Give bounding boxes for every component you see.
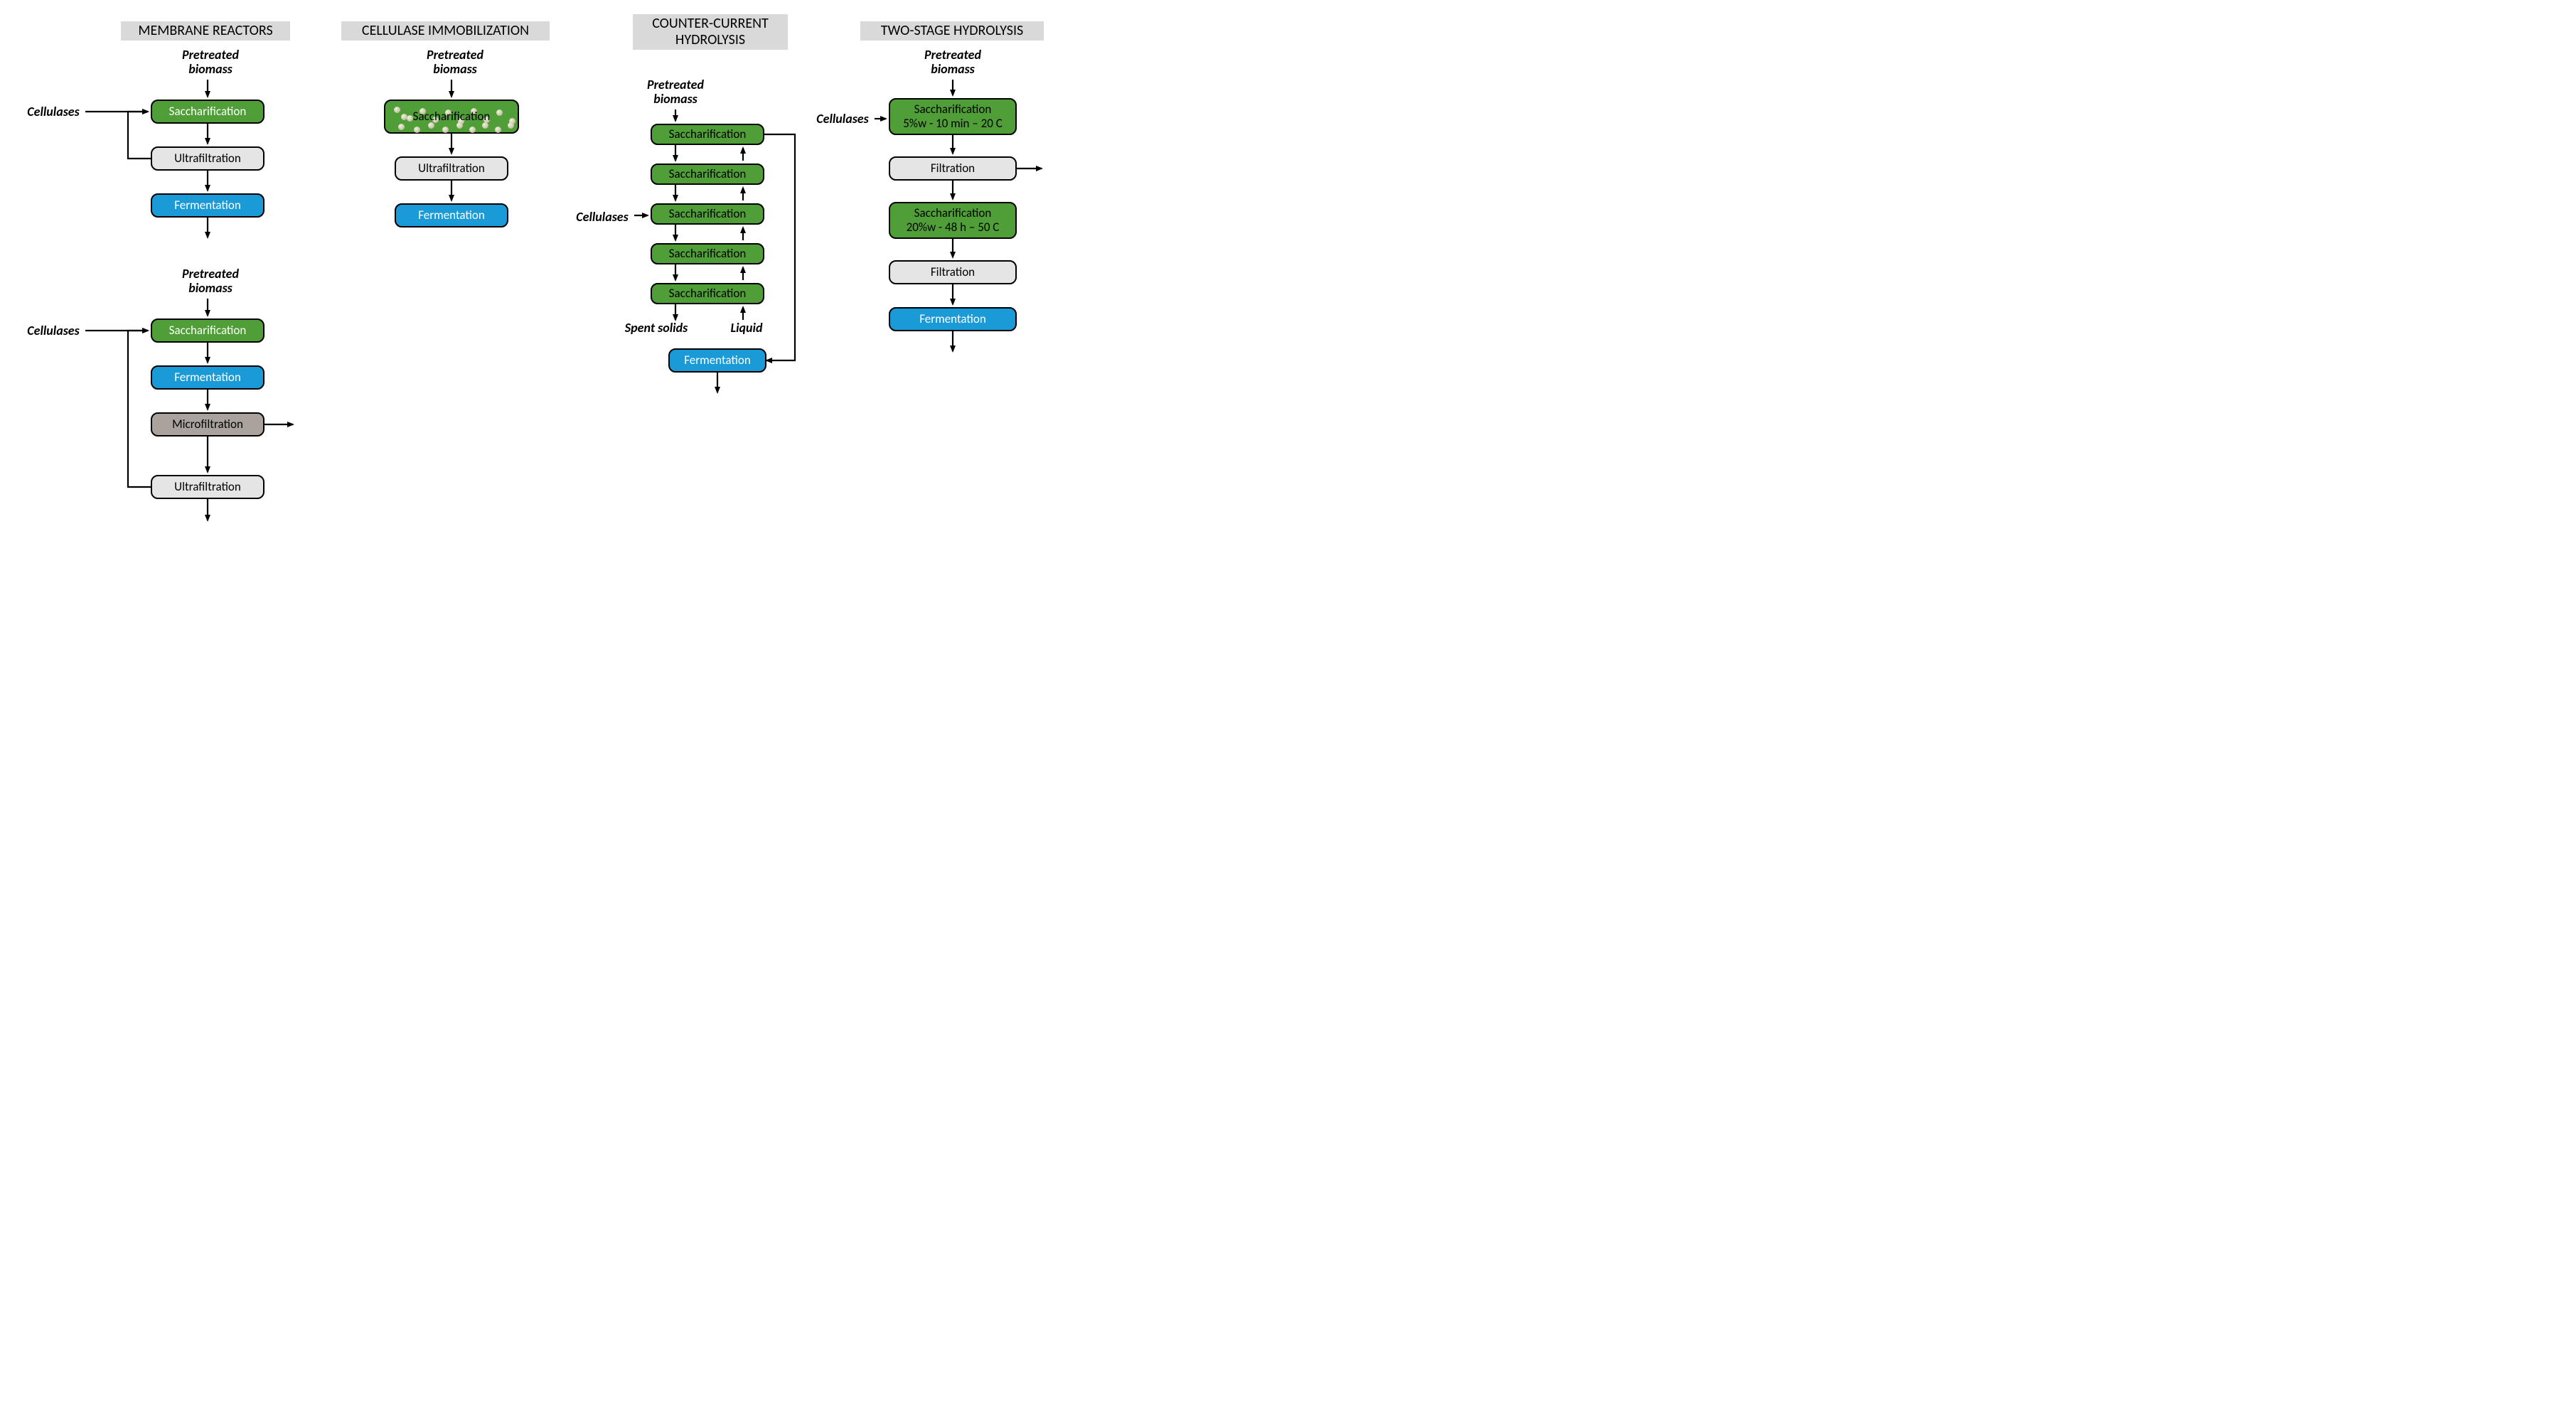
text-label: Pretreated biomass [917,48,988,77]
process-box: Ultrafiltration [151,475,264,499]
process-box: Saccharification 20%w - 48 h – 50 C [889,202,1017,239]
process-box: Saccharification [151,318,264,343]
section-title: MEMBRANE REACTORS [121,21,290,41]
section-title: TWO-STAGE HYDROLYSIS [860,21,1044,41]
process-box: Filtration [889,260,1017,284]
text-label: Spent solids [617,321,695,336]
process-box: Fermentation [151,365,264,390]
section-title: CELLULASE IMMOBILIZATION [341,21,550,41]
process-box: Saccharification [651,203,764,225]
process-box: Fermentation [151,193,264,218]
flow-arrow [764,134,795,360]
process-box: Saccharification [151,100,264,124]
flow-arrow [128,112,151,159]
process-box: Ultrafiltration [151,146,264,171]
text-label: Pretreated biomass [175,267,246,296]
process-box: Ultrafiltration [395,156,508,181]
section-title: COUNTER-CURRENT HYDROLYSIS [633,14,788,50]
process-box: Fermentation [889,307,1017,331]
process-box: Fermentation [668,348,766,373]
text-label: Pretreated biomass [640,78,711,107]
process-box: Fermentation [395,203,508,227]
text-label: Cellulases [21,105,85,119]
process-box: Saccharification [651,243,764,264]
process-box: Saccharification 5%w - 10 min – 20 C [889,98,1017,135]
text-label: Liquid [725,321,768,336]
diagram-canvas: MEMBRANE REACTORS CELLULASE IMMOBILIZATIO… [14,14,1123,626]
flow-arrow [128,331,151,487]
text-label: Pretreated biomass [419,48,491,77]
process-box: Filtration [889,156,1017,181]
process-box: Saccharification [384,100,519,134]
process-box: Saccharification [651,283,764,304]
process-box: Saccharification [651,164,764,185]
text-label: Cellulases [811,112,875,127]
text-label: Cellulases [21,324,85,338]
text-label: Cellulases [570,210,634,225]
text-label: Pretreated biomass [175,48,246,77]
process-box: Microfiltration [151,412,264,437]
process-box: Saccharification [651,124,764,145]
